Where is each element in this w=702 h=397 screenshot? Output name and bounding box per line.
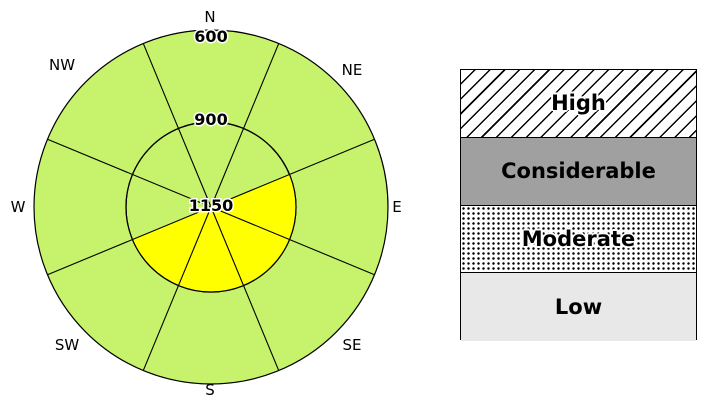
compass-label-e: E bbox=[392, 198, 401, 216]
rose-sector-line bbox=[210, 138, 375, 208]
elevation-label-middle: 900 bbox=[194, 110, 227, 129]
danger-level-legend: High Considerable Moderate Low bbox=[460, 69, 697, 341]
legend-label-moderate: Moderate bbox=[521, 226, 636, 251]
compass-label-sw: SW bbox=[55, 336, 80, 354]
legend-label-high: High bbox=[551, 91, 606, 116]
legend-item-low: Low bbox=[461, 273, 696, 341]
rose-inner-ring-outline bbox=[125, 121, 297, 293]
elevation-label-outer: 600 bbox=[194, 27, 227, 46]
rose-sector-line bbox=[210, 43, 280, 208]
compass-label-w: W bbox=[11, 198, 26, 216]
elevation-label-inner: 1150 bbox=[189, 196, 234, 215]
compass-label-s: S bbox=[205, 381, 215, 397]
legend-item-considerable: Considerable bbox=[461, 137, 696, 206]
compass-label-n: N bbox=[204, 8, 215, 26]
compass-label-se: SE bbox=[343, 336, 362, 354]
rose-sector-line bbox=[210, 206, 280, 371]
legend-label-low: Low bbox=[554, 295, 603, 320]
legend-item-high: High bbox=[461, 70, 696, 138]
compass-label-ne: NE bbox=[342, 61, 363, 79]
rose-sector-line bbox=[47, 138, 212, 208]
rose-sector-line bbox=[47, 206, 212, 276]
legend-label-considerable: Considerable bbox=[501, 159, 656, 184]
rose-sector-line bbox=[142, 206, 212, 371]
legend-item-moderate: Moderate bbox=[461, 205, 696, 274]
compass-label-nw: NW bbox=[49, 56, 75, 74]
rose-sector-line bbox=[210, 206, 375, 276]
aspect-elevation-rose: N NE E SE S SW W NW 600 900 1150 bbox=[11, 8, 402, 397]
rose-sector-line bbox=[142, 43, 212, 208]
rose-highlight-sector bbox=[132, 174, 296, 292]
